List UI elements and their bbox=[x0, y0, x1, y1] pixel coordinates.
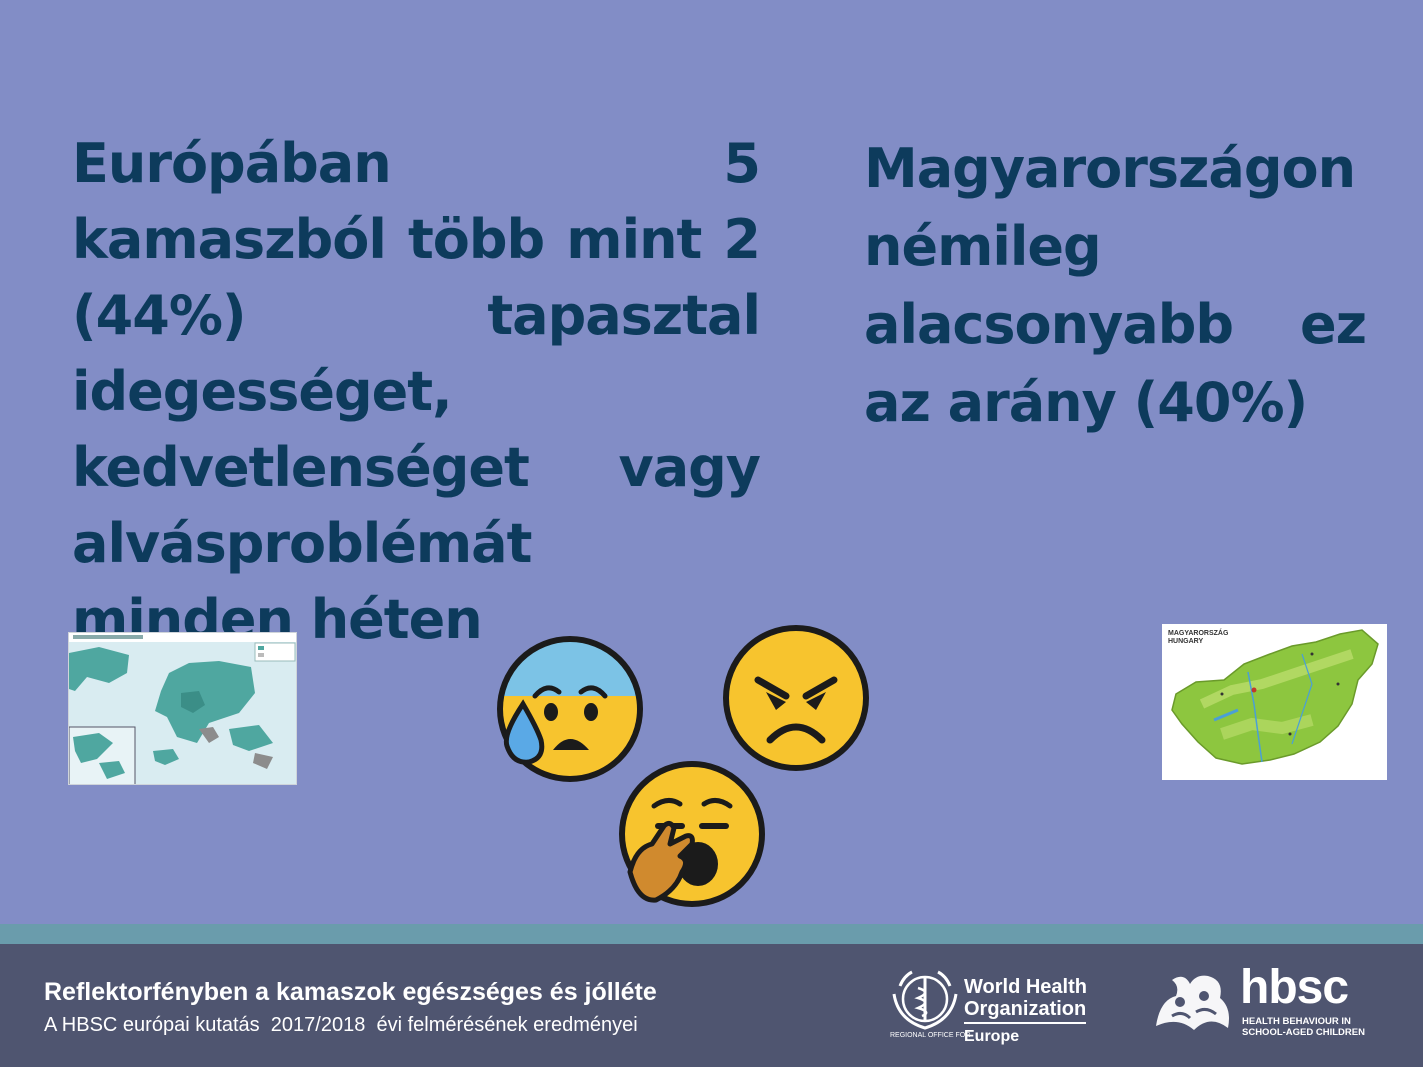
yawning-face-icon bbox=[616, 760, 768, 912]
who-europe-label: Europe bbox=[964, 1028, 1020, 1045]
who-region-label: REGIONAL OFFICE FOR bbox=[890, 1032, 971, 1039]
hbsc-tagline: HEALTH BEHAVIOUR IN SCHOOL-AGED CHILDREN bbox=[1242, 1016, 1365, 1038]
hungary-map-caption: MAGYARORSZÁG HUNGARY bbox=[1168, 630, 1228, 646]
hbsc-logo: hbsc HEALTH BEHAVIOUR IN SCHOOL-AGED CHI… bbox=[1150, 961, 1365, 1056]
who-emblem-icon bbox=[892, 970, 958, 1030]
anxious-sweat-face-icon bbox=[495, 634, 645, 784]
europe-map-icon bbox=[69, 633, 296, 784]
hungary-map-icon bbox=[1162, 624, 1387, 780]
hungary-map-caption-line1: MAGYARORSZÁG bbox=[1168, 630, 1229, 637]
hungary-map-caption-line2: HUNGARY bbox=[1168, 638, 1204, 645]
hbsc-tagline-line1: HEALTH BEHAVIOUR IN bbox=[1242, 1016, 1351, 1027]
hbsc-tagline-line2: SCHOOL-AGED CHILDREN bbox=[1242, 1027, 1365, 1038]
hbsc-figures-icon bbox=[1156, 975, 1229, 1030]
who-name: World Health Organization bbox=[964, 976, 1087, 1020]
angry-face-icon bbox=[720, 622, 872, 774]
who-europe-logo: World Health Organization REGIONAL OFFIC… bbox=[888, 964, 1093, 1054]
hungary-map-image: MAGYARORSZÁG HUNGARY bbox=[1162, 624, 1387, 780]
hungary-statistic-text: Magyarországon némileg alacsonyabb ez az… bbox=[864, 137, 1367, 434]
europe-statistic-text: Európában 5 kamaszból több mint 2 (44%) … bbox=[72, 132, 761, 651]
who-name-line2: Organization bbox=[964, 998, 1087, 1020]
hbsc-wordmark: hbsc bbox=[1240, 961, 1349, 1014]
europe-map-image bbox=[68, 632, 297, 785]
footer-subtitle: A HBSC európai kutatás 2017/2018 évi fel… bbox=[44, 1014, 638, 1036]
footer: Reflektorfényben a kamaszok egészséges é… bbox=[0, 944, 1423, 1067]
footer-title: Reflektorfényben a kamaszok egészséges é… bbox=[44, 978, 657, 1006]
footer-stripe bbox=[0, 924, 1423, 944]
who-name-line1: World Health bbox=[964, 976, 1087, 998]
who-divider bbox=[964, 1022, 1086, 1024]
